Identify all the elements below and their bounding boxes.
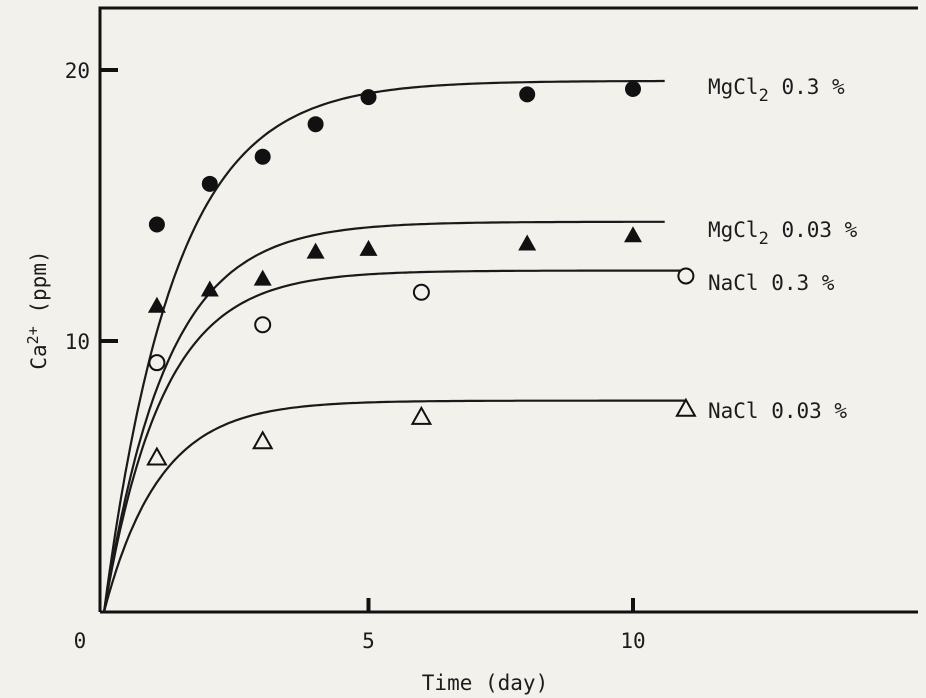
- y-axis-label: Ca2+ (ppm): [24, 250, 51, 369]
- ticks: 0 5 10 10 20: [65, 59, 646, 653]
- fit-curve: [102, 79, 665, 613]
- y-tick-label: 10: [65, 330, 90, 354]
- x-tick-label: 10: [620, 629, 645, 653]
- data-point: [410, 405, 433, 425]
- series-label: MgCl2 0.3 %: [708, 75, 845, 106]
- data-point: [412, 283, 430, 301]
- data-point: [625, 80, 641, 97]
- data-point: [251, 430, 274, 450]
- data-point: [200, 280, 219, 297]
- data-point: [677, 267, 695, 285]
- series-label: NaCl 0.3 %: [708, 271, 835, 295]
- fit-curves: [102, 79, 686, 613]
- data-markers: [146, 80, 697, 466]
- data-point: [254, 316, 272, 334]
- data-point: [624, 226, 642, 243]
- data-point: [148, 354, 166, 372]
- series-label: NaCl 0.03 %: [708, 399, 847, 423]
- data-point: [519, 86, 536, 103]
- data-point: [675, 397, 697, 417]
- x-tick-label: 0: [74, 629, 87, 653]
- series-label: MgCl2 0.03 %: [708, 218, 858, 249]
- data-point: [307, 116, 324, 133]
- data-point: [518, 234, 537, 251]
- data-point: [201, 175, 218, 192]
- plot-frame: [98, 6, 918, 612]
- data-point: [360, 89, 377, 106]
- x-tick-label: 5: [362, 629, 375, 653]
- data-point: [306, 242, 325, 259]
- data-point: [146, 446, 168, 466]
- series-labels: MgCl2 0.3 % MgCl2 0.03 % NaCl 0.3 % NaCl 0.…: [708, 75, 858, 423]
- data-point: [359, 239, 378, 256]
- data-point: [254, 148, 271, 165]
- axes: [98, 6, 918, 614]
- fit-curve: [102, 399, 686, 613]
- data-point: [148, 216, 165, 233]
- data-point: [147, 296, 166, 313]
- fit-curve: [102, 220, 665, 613]
- y-tick-label: 20: [65, 59, 90, 83]
- data-point: [253, 269, 272, 286]
- fit-curve: [102, 269, 686, 613]
- x-axis-label: Time (day): [422, 671, 548, 695]
